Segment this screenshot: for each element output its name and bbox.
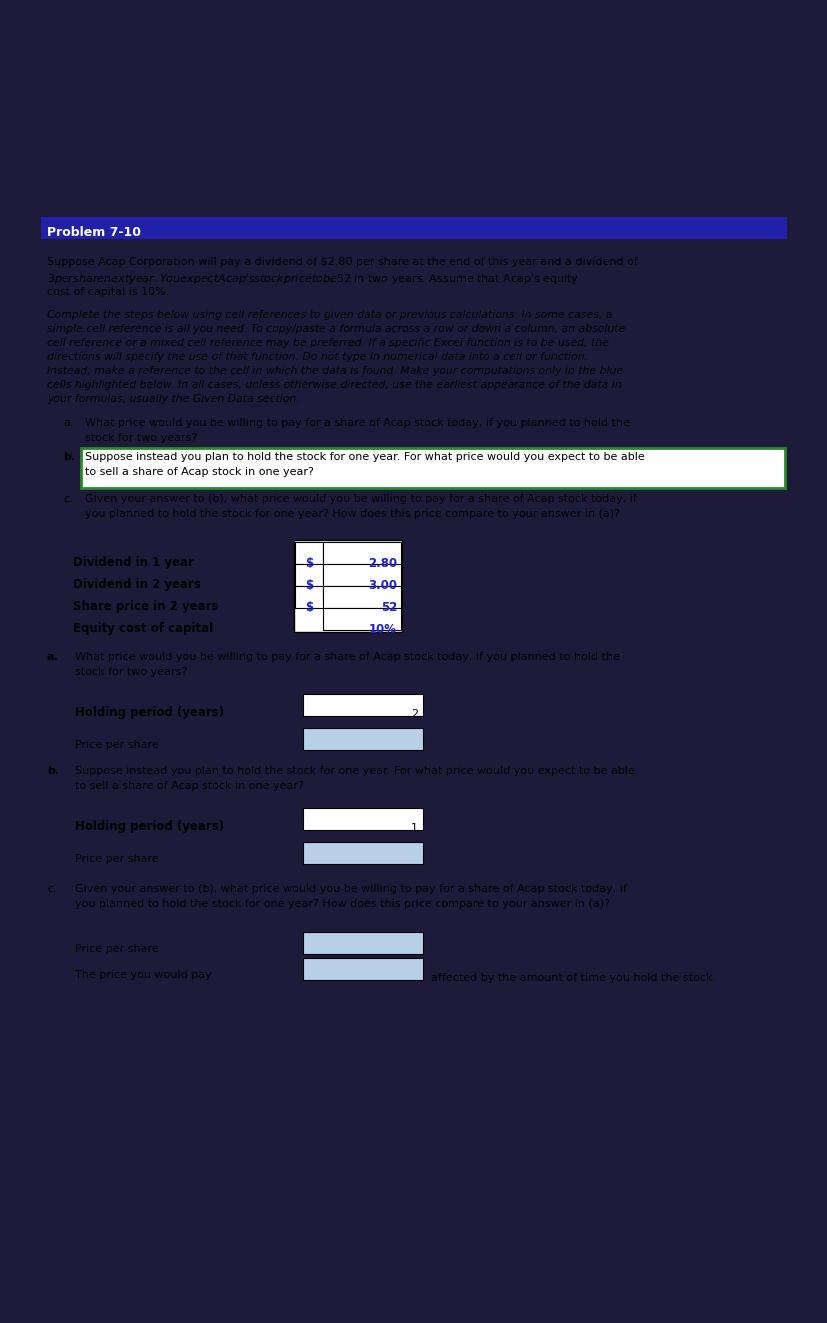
Text: c.: c. [47,884,56,894]
Text: stock for two years?: stock for two years? [85,433,197,443]
Text: Suppose instead you plan to hold the stock for one year. For what price would yo: Suppose instead you plan to hold the sto… [85,452,644,462]
Text: Suppose Acap Corporation will pay a dividend of $2.80 per share at the end of th: Suppose Acap Corporation will pay a divi… [47,257,637,267]
Bar [294,540,402,632]
Text: 10%: 10% [369,623,396,636]
Text: $: $ [304,601,313,614]
Text: stock for two years?: stock for two years? [75,667,187,677]
Text: to sell a share of Acap stock in one year?: to sell a share of Acap stock in one yea… [85,467,313,478]
Bar [294,586,323,609]
Text: What price would you be willing to pay for a share of Acap stock today, if you p: What price would you be willing to pay f… [75,652,619,662]
Text: affected by the amount of time you hold the stock.: affected by the amount of time you hold … [431,972,715,983]
Text: a.: a. [47,652,59,662]
Bar [303,695,423,716]
Text: $3 per share next year. You expect Acap's stock price to be $52 in two years. As: $3 per share next year. You expect Acap'… [47,273,579,287]
Text: Complete the steps below using cell references to given data or previous calcula: Complete the steps below using cell refe… [47,310,612,320]
Bar [294,542,323,564]
Text: to sell a share of Acap stock in one year?: to sell a share of Acap stock in one yea… [75,781,304,791]
Text: Price per share: Price per share [75,855,159,864]
Bar [323,564,400,586]
Text: simple cell reference is all you need. To copy/paste a formula across a row or d: simple cell reference is all you need. T… [47,324,624,333]
Text: 52: 52 [380,601,396,614]
Text: $: $ [304,579,313,591]
Bar [323,609,400,630]
Text: 3.00: 3.00 [367,579,396,591]
Bar [303,728,423,750]
Text: cost of capital is 10%.: cost of capital is 10%. [47,287,170,296]
Text: cell reference or a mixed cell reference may be preferred. If a specific Excel f: cell reference or a mixed cell reference… [47,337,608,348]
Text: Holding period (years): Holding period (years) [75,706,224,718]
Bar [303,808,423,830]
Text: directions will specify the use of that function. Do not type in numerical data : directions will specify the use of that … [47,352,587,363]
Text: a.: a. [63,418,74,429]
Text: Dividend in 2 years: Dividend in 2 years [73,578,201,591]
Bar [323,586,400,609]
Text: Given your answer to (b), what price would you be willing to pay for a share of : Given your answer to (b), what price wou… [85,493,636,504]
Bar [303,931,423,954]
Text: Share price in 2 years: Share price in 2 years [73,601,218,613]
Text: Problem 7-10: Problem 7-10 [47,226,141,239]
Text: b.: b. [47,766,59,777]
Text: What price would you be willing to pay for a share of Acap stock today, if you p: What price would you be willing to pay f… [85,418,629,429]
Text: 2.80: 2.80 [367,557,396,570]
Text: cells highlighted below. In all cases, unless otherwise directed, use the earlie: cells highlighted below. In all cases, u… [47,380,621,390]
Bar [41,217,786,239]
Bar [303,841,423,864]
Text: 2: 2 [410,709,418,718]
Text: you planned to hold the stock for one year? How does this price compare to your : you planned to hold the stock for one ye… [75,900,609,909]
Text: $: $ [304,557,313,570]
Text: Holding period (years): Holding period (years) [75,820,224,833]
Text: you planned to hold the stock for one year? How does this price compare to your : you planned to hold the stock for one ye… [85,509,619,519]
Bar [294,564,323,586]
Text: your formulas, usually the Given Data section.: your formulas, usually the Given Data se… [47,394,299,404]
Text: Dividend in 1 year: Dividend in 1 year [73,556,194,569]
Text: Suppose instead you plan to hold the stock for one year. For what price would yo: Suppose instead you plan to hold the sto… [75,766,634,777]
Bar [323,542,400,564]
Text: Equity cost of capital: Equity cost of capital [73,622,213,635]
Text: Price per share: Price per share [75,945,159,954]
Text: Instead, make a reference to the cell in which the data is found. Make your comp: Instead, make a reference to the cell in… [47,366,623,376]
Bar [81,448,784,488]
Text: The price you would pay: The price you would pay [75,970,212,980]
Text: c.: c. [63,493,73,504]
Text: Price per share: Price per share [75,740,159,750]
Bar [303,958,423,980]
Text: b.: b. [63,452,75,462]
Text: 1: 1 [410,823,418,833]
Text: Given your answer to (b), what price would you be willing to pay for a share of : Given your answer to (b), what price wou… [75,884,626,894]
